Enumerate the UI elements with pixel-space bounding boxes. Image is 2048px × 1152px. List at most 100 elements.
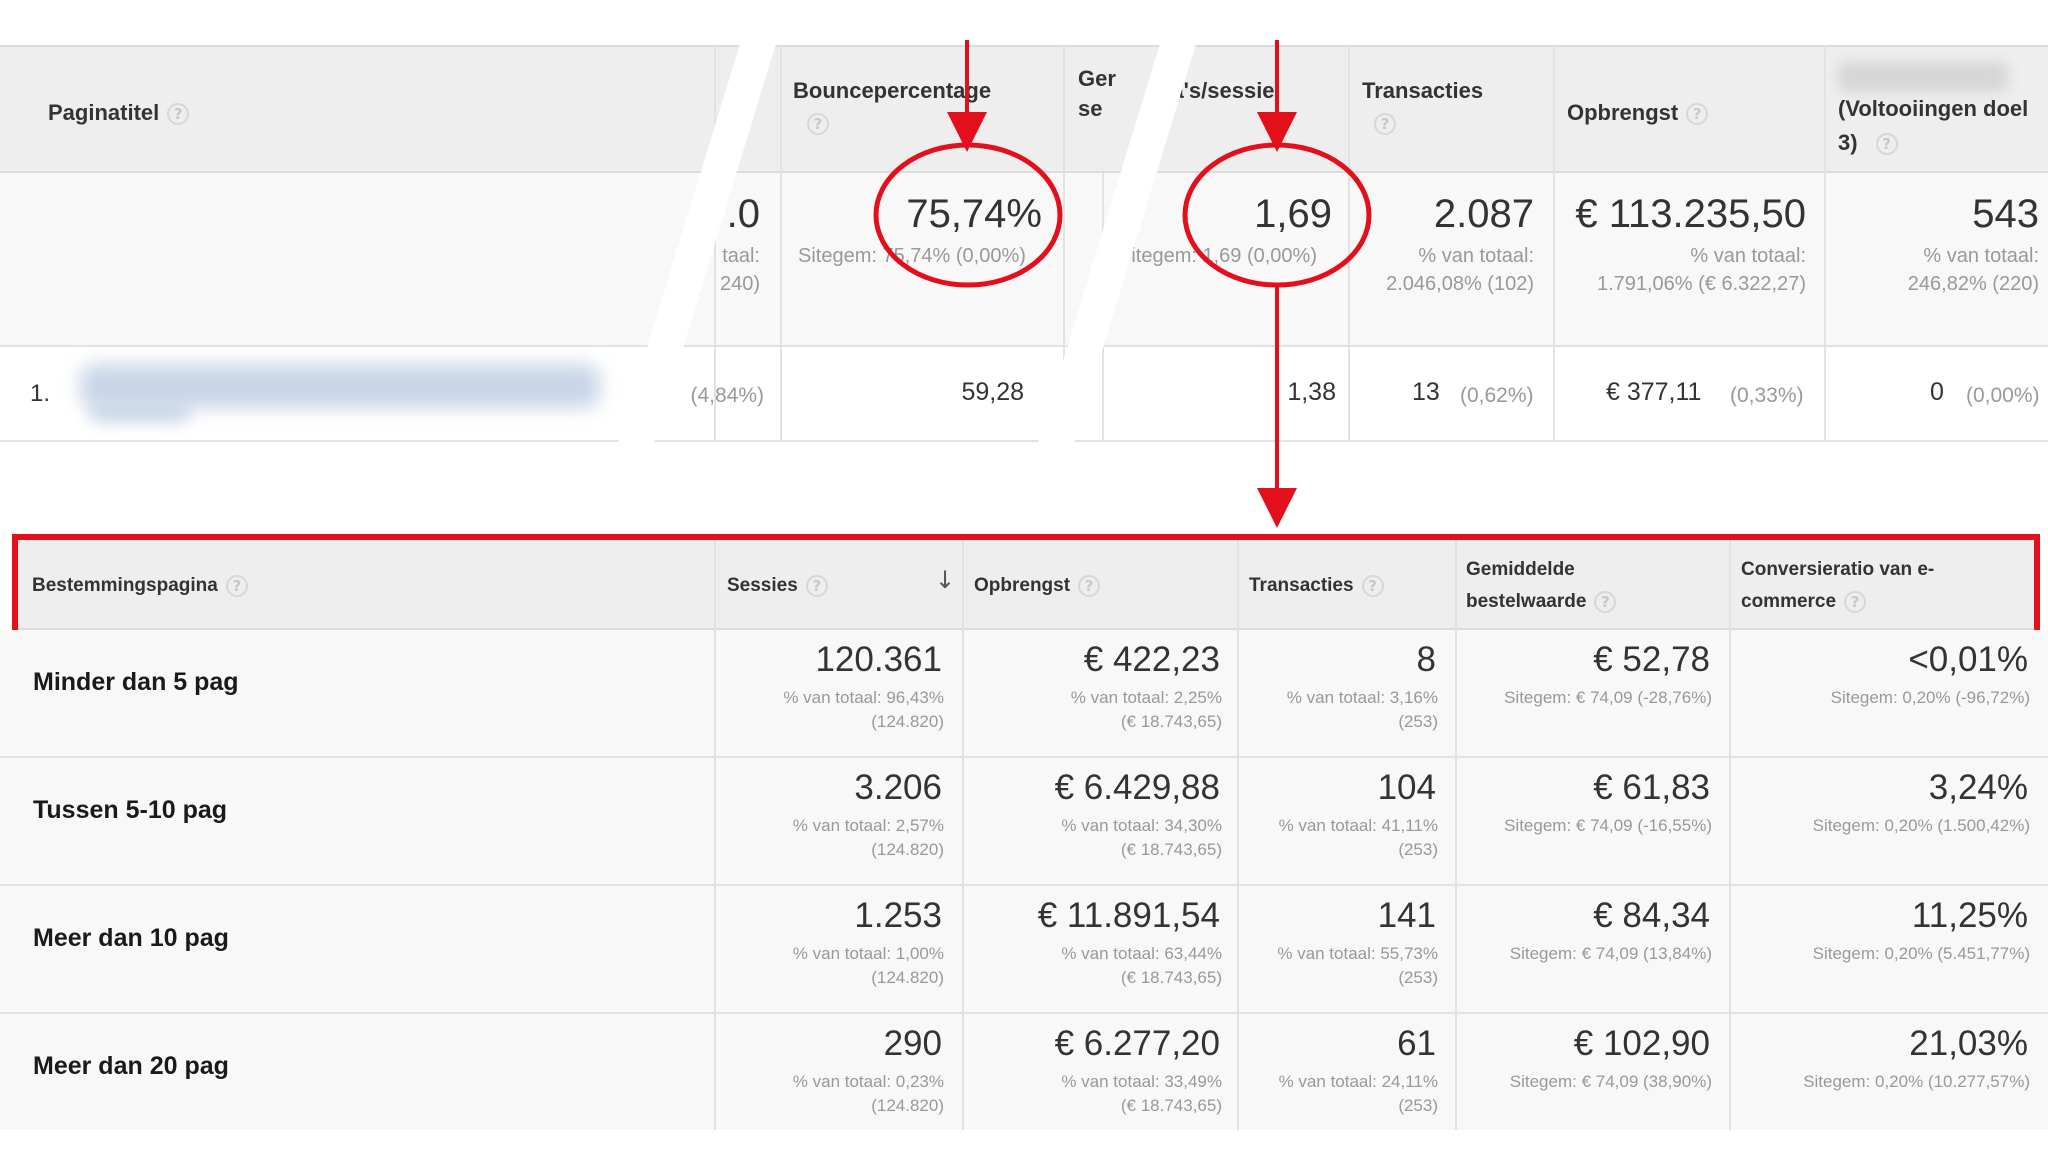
row-label[interactable]: Minder dan 5 pag bbox=[33, 668, 239, 696]
column-header-sessies[interactable]: Sessies? bbox=[727, 570, 828, 602]
total-transacties-sub2: 2.046,08% (102) bbox=[1386, 273, 1534, 295]
transacties-sub1: % van totaal: 41,11% bbox=[1278, 816, 1438, 835]
row-label[interactable]: Meer dan 10 pag bbox=[33, 924, 229, 952]
divider bbox=[1063, 45, 1065, 440]
row-label[interactable]: Tussen 5-10 pag bbox=[33, 796, 228, 824]
gemiddelde-sub: Sitegem: € 74,09 (38,90%) bbox=[1509, 1072, 1712, 1091]
divider bbox=[1237, 540, 1239, 1130]
column-header-transacties[interactable]: Transacties ? bbox=[1362, 78, 1483, 136]
divider bbox=[1348, 45, 1350, 440]
sessies-value: 1.253 bbox=[854, 896, 942, 935]
gem-label-2: bestelwaarde bbox=[1466, 591, 1587, 612]
bottom-header-row bbox=[18, 540, 2034, 630]
sort-down-icon[interactable]: ↓ bbox=[935, 566, 956, 594]
voltooiingen-label: (Voltooiingen doel bbox=[1838, 96, 2029, 121]
sessies-sub1: % van totaal: 0,23% bbox=[792, 1072, 944, 1091]
row1-opbrengst: € 377,11 bbox=[1606, 378, 1702, 406]
total-bounce-value: 75,74% bbox=[906, 192, 1042, 236]
sessies-sub2: (124.820) bbox=[871, 840, 944, 859]
conversie-sub: Sitegem: 0,20% (10.277,57%) bbox=[1803, 1072, 2030, 1091]
conversie-sub: Sitegem: 0,20% (5.451,77%) bbox=[1812, 944, 2030, 963]
row1-transacties: 13 bbox=[1412, 378, 1440, 406]
help-icon[interactable]: ? bbox=[167, 103, 190, 126]
row-label[interactable]: Meer dan 20 pag bbox=[33, 1052, 229, 1080]
opbrengst-sub2: (€ 18.743,65) bbox=[1120, 712, 1222, 731]
help-icon[interactable]: ? bbox=[225, 574, 248, 597]
column-header-bestemmingspagina[interactable]: Bestemmingspagina? bbox=[32, 570, 248, 602]
bottom-body bbox=[0, 630, 2048, 1130]
column-header-transacties-bottom[interactable]: Transacties? bbox=[1249, 570, 1384, 602]
gemiddelde-value: € 84,34 bbox=[1593, 896, 1710, 935]
divider bbox=[714, 540, 716, 1130]
opbrengst-sub2: (€ 18.743,65) bbox=[1120, 1096, 1222, 1115]
transacties-sub: % van totaal: 3,16% (253) bbox=[1287, 686, 1438, 734]
gemiddelde-value: € 61,83 bbox=[1593, 768, 1710, 807]
bottom-table: Bestemmingspagina? Sessies? ↓ Opbrengst?… bbox=[0, 534, 2048, 1130]
transacties-label: Transacties bbox=[1362, 78, 1484, 103]
divider bbox=[780, 45, 782, 440]
divider bbox=[0, 440, 2048, 442]
row-index: 1. bbox=[30, 380, 51, 407]
help-icon[interactable]: ? bbox=[1686, 103, 1709, 126]
transacties-sub: % van totaal: 55,73% (253) bbox=[1277, 942, 1438, 990]
row1-voltooiingen: 0 bbox=[1930, 378, 1944, 406]
gem-pag-line2: se bbox=[1078, 96, 1103, 121]
highlight-frame-right bbox=[2034, 534, 2040, 664]
paginatitel-label: Paginatitel bbox=[48, 100, 160, 125]
table-row: Tussen 5-10 pag 3.206 % van totaal: 2,57… bbox=[0, 758, 2048, 884]
table-row: Meer dan 20 pag 290 % van totaal: 0,23% … bbox=[0, 1014, 2048, 1130]
total-partial-sub2: 240) bbox=[719, 273, 760, 295]
conv-label-1: Conversieratio van e- bbox=[1741, 559, 1935, 580]
transacties-sub2: (253) bbox=[1398, 840, 1438, 859]
column-header-opbrengst-bottom[interactable]: Opbrengst? bbox=[974, 570, 1101, 602]
transacties-bottom-label: Transacties bbox=[1249, 575, 1354, 596]
conversie-value: 3,24% bbox=[1928, 768, 2028, 807]
gemiddelde-sub: Sitegem: € 74,09 (-16,55%) bbox=[1504, 816, 1712, 835]
total-opbrengst-value: € 113.235,50 bbox=[1575, 192, 1806, 236]
total-bounce-sub: Sitegem: 75,74% (0,00%) bbox=[798, 245, 1026, 267]
top-totals-row bbox=[0, 173, 2048, 345]
transacties-sub1: % van totaal: 55,73% bbox=[1277, 944, 1438, 963]
gemiddelde-sub: Sitegem: € 74,09 (13,84%) bbox=[1509, 944, 1712, 963]
row1-pct: (4,84%) bbox=[690, 384, 764, 407]
conversie-sub: Sitegem: 0,20% (1.500,42%) bbox=[1812, 816, 2030, 835]
divider bbox=[962, 540, 964, 1130]
total-opbrengst-sub1: % van totaal: bbox=[1690, 245, 1806, 267]
help-icon[interactable]: ? bbox=[1361, 574, 1384, 597]
help-icon[interactable]: ? bbox=[1875, 133, 1898, 156]
sessies-sub1: % van totaal: 1,00% bbox=[792, 944, 944, 963]
sessies-value: 290 bbox=[883, 1024, 942, 1063]
column-header-bounce[interactable]: Bouncepercentage ? bbox=[793, 78, 991, 136]
gem-pag-line1: Ger bbox=[1078, 66, 1116, 91]
row1-transacties-pct: (0,62%) bbox=[1460, 384, 1534, 407]
table-row: Meer dan 10 pag 1.253 % van totaal: 1,00… bbox=[0, 886, 2048, 1012]
sessies-sub1: % van totaal: 96,43% bbox=[783, 688, 944, 707]
column-header-paginatitel[interactable]: Paginatitel? bbox=[48, 100, 190, 126]
column-header-gemiddelde-bestelwaarde[interactable]: Gemiddelde bestelwaarde? bbox=[1466, 554, 1617, 618]
conversie-value: <0,01% bbox=[1908, 640, 2028, 679]
help-icon[interactable]: ? bbox=[1078, 574, 1101, 597]
opbrengst-sub: % van totaal: 2,25% (€ 18.743,65) bbox=[1071, 686, 1222, 734]
bounce-label: Bouncepercentage bbox=[793, 78, 992, 103]
help-icon[interactable]: ? bbox=[1594, 590, 1617, 613]
total-transacties-value: 2.087 bbox=[1433, 192, 1534, 236]
opbrengst-value: € 6.277,20 bbox=[1054, 1024, 1220, 1063]
help-icon[interactable]: ? bbox=[807, 113, 829, 136]
help-icon[interactable]: ? bbox=[805, 574, 828, 597]
help-icon[interactable]: ? bbox=[1844, 590, 1867, 613]
column-header-gem-pag[interactable]: Ger se bbox=[1078, 64, 1116, 124]
highlight-frame bbox=[12, 534, 2040, 540]
total-partial-value: .0 bbox=[726, 192, 760, 236]
total-transacties-sub1: % van totaal: bbox=[1418, 245, 1534, 267]
total-transacties-sub: % van totaal: 2.046,08% (102) bbox=[1386, 242, 1534, 298]
transacties-sub2: (253) bbox=[1398, 712, 1438, 731]
column-header-voltooiingen[interactable]: (Voltooiingen doel 3)? bbox=[1838, 92, 2028, 160]
row1-opbrengst-pct: (0,33%) bbox=[1730, 384, 1804, 407]
help-icon[interactable]: ? bbox=[1374, 113, 1396, 136]
column-header-conversieratio[interactable]: Conversieratio van e- commerce? bbox=[1741, 554, 1934, 618]
gem-label-1: Gemiddelde bbox=[1466, 559, 1575, 580]
column-header-opbrengst[interactable]: Opbrengst? bbox=[1567, 100, 1709, 126]
transacties-sub2: (253) bbox=[1398, 1096, 1438, 1115]
divider bbox=[0, 756, 2048, 758]
